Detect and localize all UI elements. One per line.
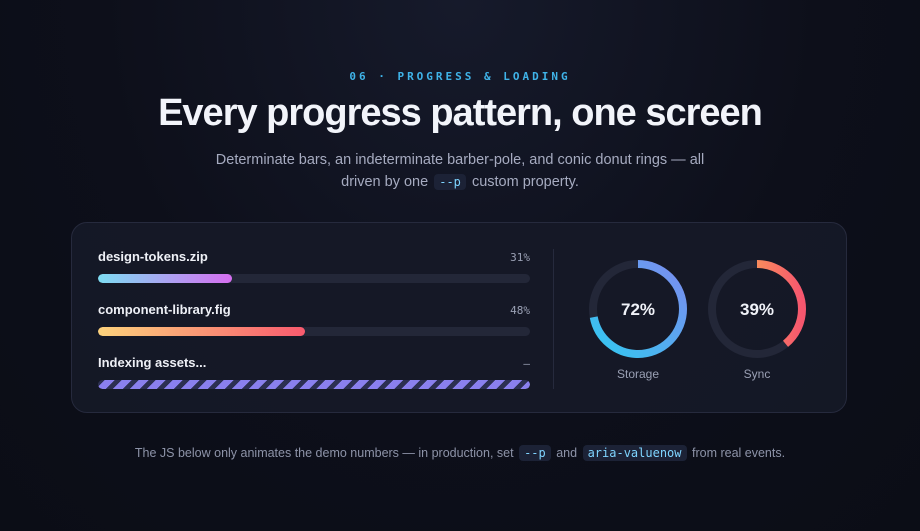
progress-track xyxy=(98,327,530,336)
barber-pole-stripes xyxy=(98,380,530,389)
progress-card: design-tokens.zip 31% component-library.… xyxy=(71,222,847,413)
footer-text-after: from real events. xyxy=(691,446,786,460)
progress-bar-label: component-library.fig xyxy=(98,302,231,317)
progress-bar-item: design-tokens.zip 31% xyxy=(98,249,530,302)
subtitle-text-after: custom property. xyxy=(471,174,579,190)
indeterminate-bar-item: Indexing assets... – xyxy=(98,355,530,408)
indeterminate-track xyxy=(98,380,530,389)
progress-bar-value: 48% xyxy=(510,304,530,317)
progress-bar-value: 31% xyxy=(510,251,530,264)
footer-note: The JS below only animates the demo numb… xyxy=(0,445,920,461)
donut-value: 72% xyxy=(621,300,655,319)
page-subtitle: Determinate bars, an indeterminate barbe… xyxy=(200,149,720,193)
footer-text-before: The JS below only animates the demo numb… xyxy=(134,446,514,460)
footer-code-aria: aria-valuenow xyxy=(582,445,687,461)
donut-label: Storage xyxy=(616,367,660,381)
progress-bar-list: design-tokens.zip 31% component-library.… xyxy=(98,249,530,408)
eyebrow-label: 06 · PROGRESS & LOADING xyxy=(349,70,571,83)
donut-ring-svg: 72% xyxy=(589,260,687,358)
donut-label: Sync xyxy=(743,367,771,381)
progress-bar-value: – xyxy=(523,357,530,370)
progress-bar-label: Indexing assets... xyxy=(98,355,207,370)
donut-ring-svg: 39% xyxy=(708,260,806,358)
subtitle-code-p: --p xyxy=(434,174,466,190)
donut-arc xyxy=(708,260,806,358)
donut-ring-sync: 39% Sync xyxy=(707,259,807,381)
donut-ring-storage: 72% Storage xyxy=(588,259,688,381)
page-title: Every progress pattern, one screen xyxy=(158,92,763,134)
donut-value: 39% xyxy=(740,300,774,319)
progress-track xyxy=(98,274,530,283)
card-divider xyxy=(553,249,554,389)
progress-fill xyxy=(98,327,306,336)
progress-fill xyxy=(98,274,232,283)
subtitle-text-before: Determinate bars, an indeterminate barbe… xyxy=(215,152,705,190)
footer-text-middle: and xyxy=(556,446,578,460)
progress-bar-item: component-library.fig 48% xyxy=(98,302,530,355)
footer-code-p: --p xyxy=(519,445,551,461)
donut-arc xyxy=(589,260,687,358)
progress-bar-label: design-tokens.zip xyxy=(98,249,208,264)
